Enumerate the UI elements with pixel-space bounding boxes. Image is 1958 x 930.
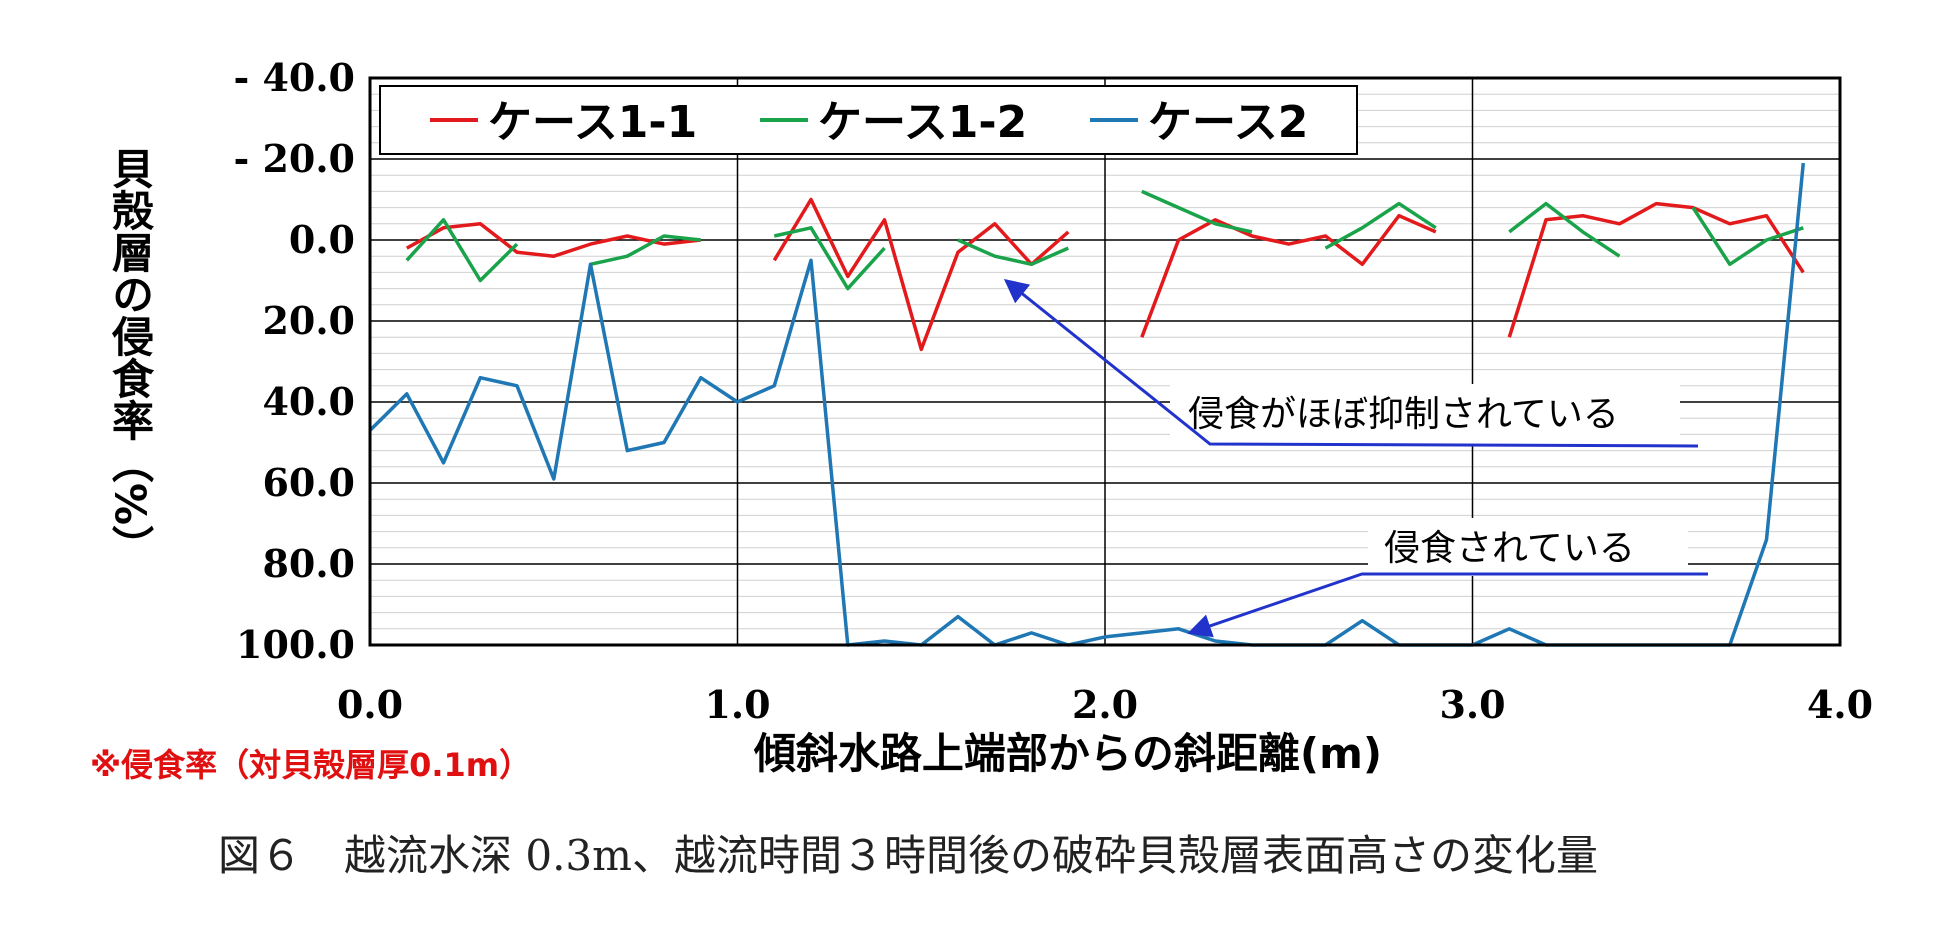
legend-label-case-2: ケース2 [1148,97,1308,148]
y-tick-label: - 40.0 [233,55,355,100]
y-tick-label: 60.0 [262,460,355,505]
y-tick-label: 40.0 [262,379,355,424]
annotation-eroded: 侵食されている [1384,528,1635,569]
annotation-suppressed: 侵食がほぼ抑制されている [1188,394,1619,435]
annotation-box-suppressed [1170,384,1680,444]
series-line-1-segment-3 [957,238,1070,267]
y-tick-label: 100.0 [236,622,355,667]
annotation-arrow-suppressed [1003,278,1699,448]
legend: ケース1-1 ケース1-2 ケース2 [379,85,1358,155]
y-tick-label: 20.0 [262,298,355,343]
y-axis-label: 貝殻層の侵食率（%） [106,147,155,567]
series-line-1-segment-0 [405,218,519,283]
x-tick-label: 3.0 [1439,682,1505,727]
series-line-0-segment-2 [1140,213,1437,338]
series-line-1-segment-4 [1141,189,1253,234]
series-line-0-segment-3 [1507,201,1805,338]
plot-area-frame [368,76,1842,647]
x-tick-label: 0.0 [337,682,403,727]
annotation-box-eroded [1368,518,1688,576]
legend-label-case-1-2: ケース1-2 [818,97,1027,148]
figure-caption: 図６ 越流水深 0.3m、越流時間３時間後の破砕貝殻層表面高さの変化量 [218,831,1598,880]
series-line-1-segment-7 [1691,206,1804,267]
y-tick-label: 80.0 [262,541,355,586]
annotations: 侵食がほぼ抑制されている 侵食されている [1003,278,1708,638]
x-axis-label: 傾斜水路上端部からの斜距離(m) [753,729,1382,778]
series-line-1-segment-2 [773,226,886,291]
series-line-0-segment-1 [772,197,1070,352]
annotation-arrow-eroded [1187,572,1708,638]
series-line-1-segment-5 [1324,201,1437,250]
y-tick-label: 0.0 [289,217,355,262]
y-axis-ticks: - 40.0 - 20.0 0.0 20.0 40.0 60.0 80.0 100.0 [233,55,355,667]
y-tick-label: - 20.0 [233,136,355,181]
series-line-1-segment-1 [590,234,701,267]
series-line-1-segment-6 [1508,201,1621,258]
x-axis-ticks: 0.0 1.0 2.0 3.0 4.0 [337,682,1873,727]
x-tick-label: 1.0 [704,682,770,727]
x-tick-label: 2.0 [1072,682,1138,727]
erosion-rate-note: ※侵食率（対貝殻層厚0.1m） [90,746,531,784]
x-tick-label: 4.0 [1807,682,1873,727]
legend-label-case-1-1: ケース1-1 [488,97,697,148]
legend-box [379,85,1358,155]
